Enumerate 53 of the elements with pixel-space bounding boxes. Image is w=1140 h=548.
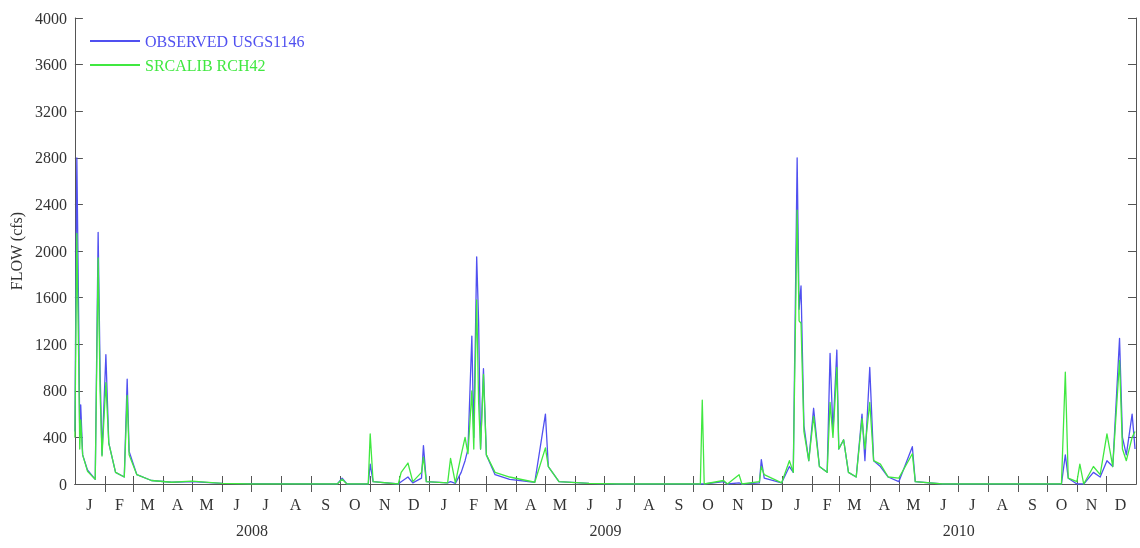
text: N bbox=[1085, 495, 1098, 513]
text: A bbox=[878, 495, 891, 513]
text: M bbox=[140, 495, 155, 513]
text: J bbox=[86, 495, 93, 513]
text: N bbox=[378, 495, 391, 513]
text: A bbox=[171, 495, 184, 513]
text: J bbox=[262, 495, 269, 513]
text: J bbox=[586, 495, 594, 513]
text: O bbox=[702, 495, 714, 513]
legend-label: SRCALIB RCH42 bbox=[145, 56, 266, 74]
legend-label: OBSERVED USGS1146 bbox=[145, 32, 305, 50]
y-tick-label: 4000 bbox=[34, 9, 67, 27]
text: A bbox=[525, 495, 538, 513]
text: M bbox=[552, 495, 568, 513]
text: A bbox=[996, 495, 1009, 513]
text: M bbox=[906, 495, 921, 513]
text: N bbox=[732, 495, 745, 513]
text: J bbox=[940, 495, 947, 513]
text: F bbox=[469, 495, 479, 513]
text: M bbox=[847, 495, 862, 513]
text: J bbox=[440, 495, 447, 513]
y-tick-label: 1200 bbox=[34, 335, 67, 353]
text: A bbox=[643, 495, 656, 513]
y-tick-label: 0 bbox=[58, 475, 67, 493]
text: J bbox=[615, 495, 623, 513]
y-tick-label: 2800 bbox=[34, 149, 67, 167]
text: M bbox=[199, 495, 214, 513]
text: J bbox=[794, 495, 801, 513]
y-tick-label: 1600 bbox=[34, 289, 67, 307]
text: J bbox=[969, 495, 976, 513]
text: O bbox=[348, 495, 361, 513]
text: F bbox=[114, 495, 124, 513]
text: D bbox=[407, 495, 420, 513]
y-tick-label: 2000 bbox=[34, 242, 67, 260]
text: D bbox=[761, 495, 773, 513]
y-axis-title: FLOW (cfs) bbox=[7, 211, 26, 291]
text: D bbox=[1114, 495, 1127, 513]
text: O bbox=[1055, 495, 1068, 513]
y-tick-label: 400 bbox=[42, 428, 67, 446]
text: S bbox=[1027, 495, 1037, 513]
text: S bbox=[674, 495, 684, 513]
text: S bbox=[321, 495, 331, 513]
y-tick-label: 2400 bbox=[34, 195, 67, 213]
x-tick-label: 2008 bbox=[236, 521, 269, 539]
text: F bbox=[822, 495, 832, 513]
text: A bbox=[289, 495, 302, 513]
x-tick-label: 2010 bbox=[942, 521, 975, 539]
y-tick-label: 3600 bbox=[34, 56, 67, 74]
y-tick-label: 3200 bbox=[34, 102, 67, 120]
text: M bbox=[493, 495, 509, 513]
y-tick-label: 800 bbox=[42, 382, 67, 400]
text: J bbox=[233, 495, 240, 513]
x-tick-label: 2009 bbox=[589, 521, 622, 539]
